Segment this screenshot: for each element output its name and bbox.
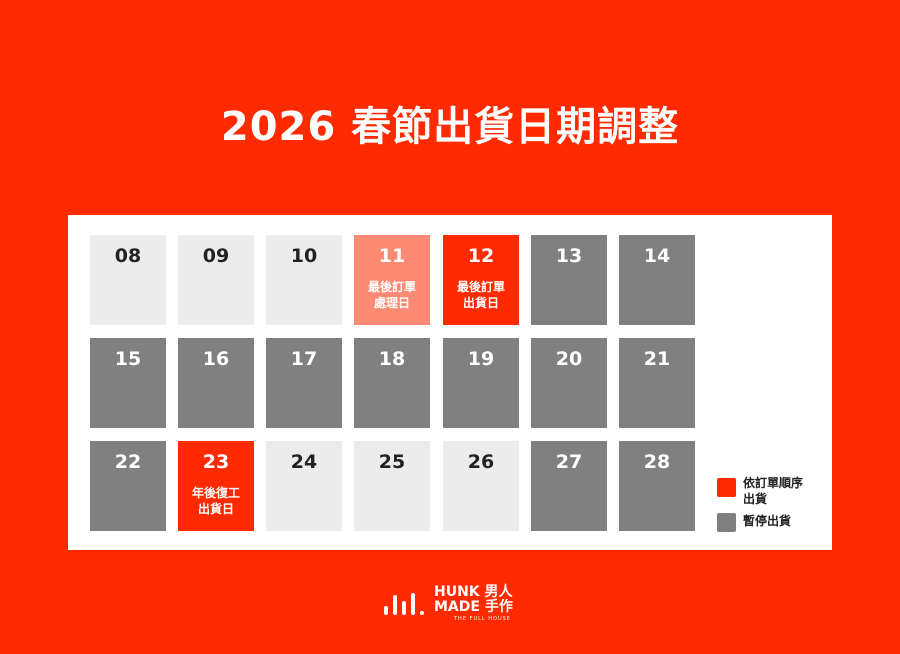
day-cell: 10 xyxy=(266,235,342,325)
day-note: 最後訂單 出貨日 xyxy=(456,280,505,310)
day-note: 最後訂單 處理日 xyxy=(367,280,416,310)
page-title: 2026 春節出貨日期調整 xyxy=(220,104,680,150)
day-cell: 15 xyxy=(90,338,166,428)
legend-label: 暫停出貨 xyxy=(743,514,792,528)
day-number: 24 xyxy=(290,451,318,473)
day-number: 09 xyxy=(202,245,230,267)
day-number: 25 xyxy=(378,451,406,473)
day-cell: 19 xyxy=(443,338,519,428)
day-cell: 08 xyxy=(90,235,166,325)
brand-logo: HUNK 男人 MADE 手作 xyxy=(384,585,513,615)
day-cell: 26 xyxy=(443,441,519,531)
day-number: 26 xyxy=(467,451,495,473)
day-note: 年後復工 出貨日 xyxy=(191,486,240,516)
legend-swatch-red xyxy=(717,478,736,497)
day-number: 08 xyxy=(114,245,142,267)
day-number: 22 xyxy=(114,451,142,473)
day-number: 27 xyxy=(555,451,583,473)
day-cell: 28 xyxy=(619,441,695,531)
day-number: 23 xyxy=(202,451,230,473)
day-number: 10 xyxy=(290,245,318,267)
day-number: 11 xyxy=(378,245,406,267)
logo-tagline: THE FULL HOUSE xyxy=(454,616,511,622)
day-cell: 25 xyxy=(354,441,430,531)
legend-label: 依訂單順序 出貨 xyxy=(743,476,804,506)
legend-item-ship: 依訂單順序 出貨 xyxy=(717,475,803,507)
day-number: 20 xyxy=(555,348,583,370)
day-cell: 21 xyxy=(619,338,695,428)
day-number: 19 xyxy=(467,348,495,370)
logo-bars-icon xyxy=(384,589,424,615)
day-cell: 09 xyxy=(178,235,254,325)
logo-line2: MADE 手作 xyxy=(434,599,513,615)
day-cell: 20 xyxy=(531,338,607,428)
day-number: 18 xyxy=(378,348,406,370)
day-number: 21 xyxy=(643,348,671,370)
day-number: 16 xyxy=(202,348,230,370)
day-cell: 14 xyxy=(619,235,695,325)
day-number: 28 xyxy=(643,451,671,473)
day-number: 12 xyxy=(467,245,495,267)
day-number: 13 xyxy=(555,245,583,267)
legend-swatch-gray xyxy=(717,513,736,532)
day-cell: 23 年後復工 出貨日 xyxy=(178,441,254,531)
day-number: 15 xyxy=(114,348,142,370)
day-cell: 27 xyxy=(531,441,607,531)
day-number: 17 xyxy=(290,348,318,370)
legend-item-paused: 暫停出貨 xyxy=(717,513,791,532)
logo-line1: HUNK 男人 xyxy=(434,584,513,600)
day-cell: 18 xyxy=(354,338,430,428)
day-cell: 11 最後訂單 處理日 xyxy=(354,235,430,325)
day-cell: 16 xyxy=(178,338,254,428)
day-cell: 13 xyxy=(531,235,607,325)
day-cell: 24 xyxy=(266,441,342,531)
day-number: 14 xyxy=(643,245,671,267)
day-cell: 22 xyxy=(90,441,166,531)
day-cell: 12 最後訂單 出貨日 xyxy=(443,235,519,325)
day-cell: 17 xyxy=(266,338,342,428)
